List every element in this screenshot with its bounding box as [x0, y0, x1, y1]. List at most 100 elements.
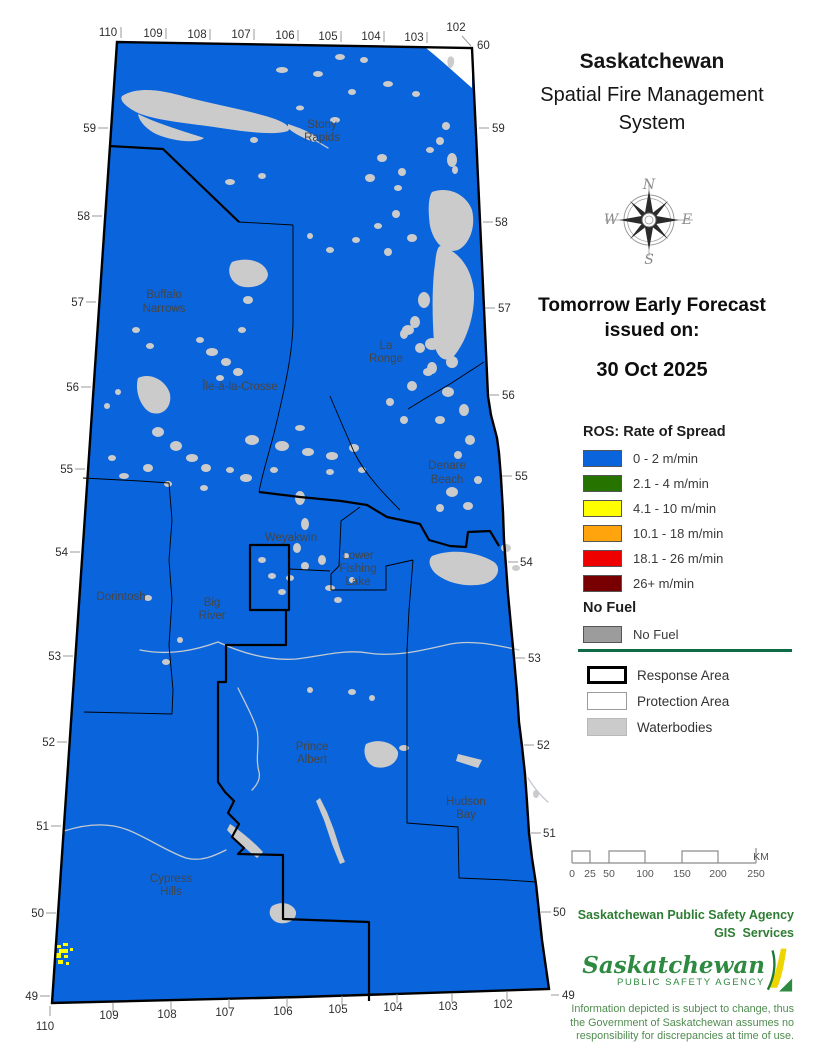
areas-legend: Response Area Protection Area Waterbodie… — [587, 666, 807, 744]
coord-label: 106 — [275, 30, 294, 42]
map-label-hudson-bay: Bay — [456, 809, 476, 821]
coord-label: 108 — [157, 1009, 176, 1021]
ros-legend: ROS: Rate of Spread 0 - 2 m/min 2.1 - 4 … — [583, 424, 808, 651]
scalebar-tick-label: 100 — [636, 868, 654, 880]
legend-row: No Fuel — [583, 626, 808, 643]
map-label-big-river: Big — [204, 597, 221, 609]
ros-label: 2.1 - 4 m/min — [633, 476, 709, 491]
map-label-lower-fishing-lake: Fishing — [339, 563, 376, 575]
title-line1: Saskatchewan — [579, 50, 725, 73]
legend-divider — [578, 649, 792, 652]
map-label-denare-beach: Denare — [428, 460, 466, 472]
disclaimer: Information depicted is subject to chang… — [484, 1003, 794, 1044]
ne-notch — [426, 48, 472, 88]
scalebar-tick-label: 150 — [673, 868, 691, 880]
coord-label: 53 — [528, 653, 541, 665]
no-fuel-label: No Fuel — [633, 627, 679, 642]
ros-swatch-blue — [583, 450, 622, 467]
protection-area-boundaries — [82, 221, 537, 883]
province-border — [50, 40, 551, 1005]
waterbodies-swatch — [587, 718, 627, 736]
response-area-boundaries — [108, 144, 500, 1001]
coord-label: 106 — [273, 1006, 292, 1018]
forecast-date: 30 Oct 2025 — [596, 359, 708, 381]
coord-label: 56 — [502, 390, 515, 402]
coord-label: 51 — [36, 821, 49, 833]
scalebar-tick-label: 50 — [603, 868, 615, 880]
scalebar-unit-label: KM — [753, 851, 769, 863]
legend-row: Protection Area — [587, 692, 807, 710]
coord-label: 109 — [99, 1010, 118, 1022]
coord-label: 105 — [328, 1004, 347, 1016]
footer: Saskatchewan Public Safety Agency GIS Se… — [484, 906, 794, 1044]
agency-logo: Saskatchewan PUBLIC SAFETY AGENCY — [484, 948, 794, 994]
map-label-buffalo-narrows: Narrows — [143, 303, 186, 315]
ros-label: 26+ m/min — [633, 576, 695, 591]
compass-n-label: N — [642, 177, 656, 193]
coord-label: 110 — [36, 1021, 54, 1033]
scalebar-tick-label: 250 — [747, 868, 765, 880]
ros-yellow-patch — [55, 943, 73, 965]
map-label-stony-rapids: Stony — [307, 119, 337, 131]
map-label-buffalo-narrows: Buffalo — [146, 289, 182, 301]
scale-bar: 0 25 50 100 150 200 250 KM — [569, 848, 769, 880]
no-fuel-title: No Fuel — [583, 600, 637, 616]
legend-row: 2.1 - 4 m/min — [583, 475, 808, 492]
ros-swatch-yellow — [583, 500, 622, 517]
map-label-weyakwin: Weyakwin — [265, 532, 317, 544]
scalebar-tick-label: 25 — [584, 868, 596, 880]
legend-row: Response Area — [587, 666, 807, 684]
coord-label: 52 — [537, 740, 550, 752]
coord-label: 105 — [318, 31, 337, 43]
legend-row: 18.1 - 26 m/min — [583, 550, 808, 567]
scalebar-tick-label: 200 — [709, 868, 727, 880]
coord-label: 109 — [143, 28, 162, 40]
graticule-labels: 110 109 108 107 106 105 104 103 102 59 5… — [25, 22, 575, 1033]
map-label-stony-rapids: Rapids — [304, 132, 340, 144]
coord-label: 104 — [383, 1002, 403, 1014]
coord-label: 52 — [42, 737, 55, 749]
coord-label: 103 — [438, 1001, 457, 1013]
coord-label: 55 — [515, 471, 528, 483]
map-label-big-river: River — [199, 610, 226, 622]
ros-label: 0 - 2 m/min — [633, 451, 699, 466]
map-label-cypress-hills: Hills — [160, 886, 182, 898]
coord-label: 50 — [31, 908, 44, 920]
map-label-ile-a-la-crosse: Île-à-la-Crosse — [201, 380, 277, 393]
graticule-ticks — [40, 27, 559, 1016]
coord-label: 55 — [60, 464, 73, 476]
ros-label: 4.1 - 10 m/min — [633, 501, 717, 516]
rivers-layer — [63, 127, 549, 860]
coord-label: 59 — [492, 123, 505, 135]
legend-row: 26+ m/min — [583, 575, 808, 592]
coord-label: 51 — [543, 828, 556, 840]
compass-e-label: E — [681, 212, 692, 228]
forecast-subheading: issued on: — [604, 320, 700, 341]
map-label-prince-albert: Albert — [297, 754, 328, 766]
title-line2: Spatial Fire Management — [540, 84, 764, 106]
map-label-hudson-bay: Hudson — [446, 796, 486, 808]
coord-label: 107 — [215, 1007, 234, 1019]
waterbodies-layer — [104, 54, 539, 924]
gis-services: GIS Services — [714, 926, 794, 940]
map-label-lower-fishing-lake: Lower — [342, 550, 373, 562]
logo-subtitle: PUBLIC SAFETY AGENCY — [617, 976, 765, 988]
compass-rose-icon: N E S W — [604, 177, 693, 268]
coord-label: 102 — [446, 22, 465, 34]
legend-row: 4.1 - 10 m/min — [583, 500, 808, 517]
coord-label: 53 — [48, 651, 61, 663]
compass-s-label: S — [644, 252, 654, 268]
map-label-denare-beach: Beach — [431, 474, 464, 486]
coord-label: 49 — [562, 990, 575, 1002]
legend-row: Waterbodies — [587, 718, 807, 736]
coord-label: 57 — [71, 297, 84, 309]
disclaimer-line: the Government of Saskatchewan assumes n… — [570, 1016, 794, 1029]
ros-swatch-green — [583, 475, 622, 492]
response-area-label: Response Area — [637, 667, 730, 683]
coord-label: 54 — [520, 557, 533, 569]
agency-name: Saskatchewan Public Safety Agency — [577, 908, 794, 922]
waterbodies-label: Waterbodies — [637, 719, 713, 735]
map-label-la-ronge: Ronge — [369, 353, 403, 365]
ros-swatch-darkred — [583, 575, 622, 592]
